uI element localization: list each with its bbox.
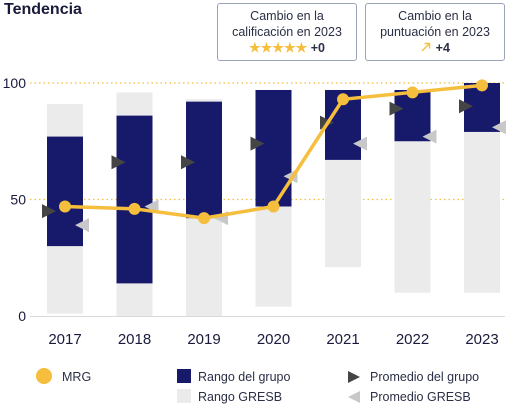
group-range-bar: [116, 115, 153, 284]
score-change-line2: puntuación en 2023: [380, 25, 490, 39]
mrg-point: [59, 200, 71, 213]
score-change-value: +4: [435, 41, 450, 55]
group-avg-marker: [250, 136, 265, 151]
group-avg-marker: [181, 155, 195, 170]
rating-change-box: Cambio en la calificación en 2023 ★★★★★ …: [217, 3, 357, 61]
mrg-point: [476, 79, 488, 92]
rating-change-line1: Cambio en la: [250, 9, 324, 23]
mrg-point: [267, 200, 280, 213]
group-range-bar: [47, 136, 83, 247]
arrow-up-right-icon: [420, 40, 436, 55]
group-avg-marker: [42, 204, 56, 219]
x-tick-label: 2019: [187, 331, 220, 348]
group-avg-marker: [459, 99, 473, 114]
x-tick-label: 2018: [118, 331, 151, 348]
y-tick-label: 100: [3, 75, 27, 91]
score-change-box: Cambio en la puntuación en 2023 +4: [365, 3, 505, 61]
mrg-point: [406, 86, 419, 99]
group-avg-marker: [111, 155, 126, 170]
group-range-bar: [394, 89, 431, 142]
score-change-line1: Cambio en la: [398, 9, 472, 23]
mrg-point: [198, 212, 210, 225]
mrg-point: [128, 202, 141, 215]
x-tick-label: 2021: [326, 331, 359, 348]
stars-icon: ★★★★★: [248, 40, 308, 55]
gresb-avg-marker: [492, 120, 506, 135]
x-tick-label: 2017: [48, 331, 81, 348]
mrg-point: [337, 93, 349, 106]
rating-change-value: +0: [310, 41, 326, 55]
rating-change-line2: calificación en 2023: [232, 25, 342, 39]
y-tick-label: 0: [18, 308, 26, 324]
gresb-avg-marker: [353, 136, 367, 151]
gresb-avg-marker: [75, 218, 89, 233]
y-tick-label: 50: [10, 192, 26, 208]
group-avg-marker: [389, 101, 404, 116]
group-range-bar: [186, 101, 222, 219]
x-tick-label: 2023: [465, 331, 498, 348]
rating-change-row: ★★★★★ +0: [218, 40, 356, 56]
chart-title: Tendencia: [4, 1, 82, 18]
x-tick-label: 2020: [257, 331, 290, 348]
x-tick-label: 2022: [396, 331, 429, 348]
score-change-row: +4: [366, 40, 504, 56]
gresb-avg-marker: [422, 129, 437, 144]
